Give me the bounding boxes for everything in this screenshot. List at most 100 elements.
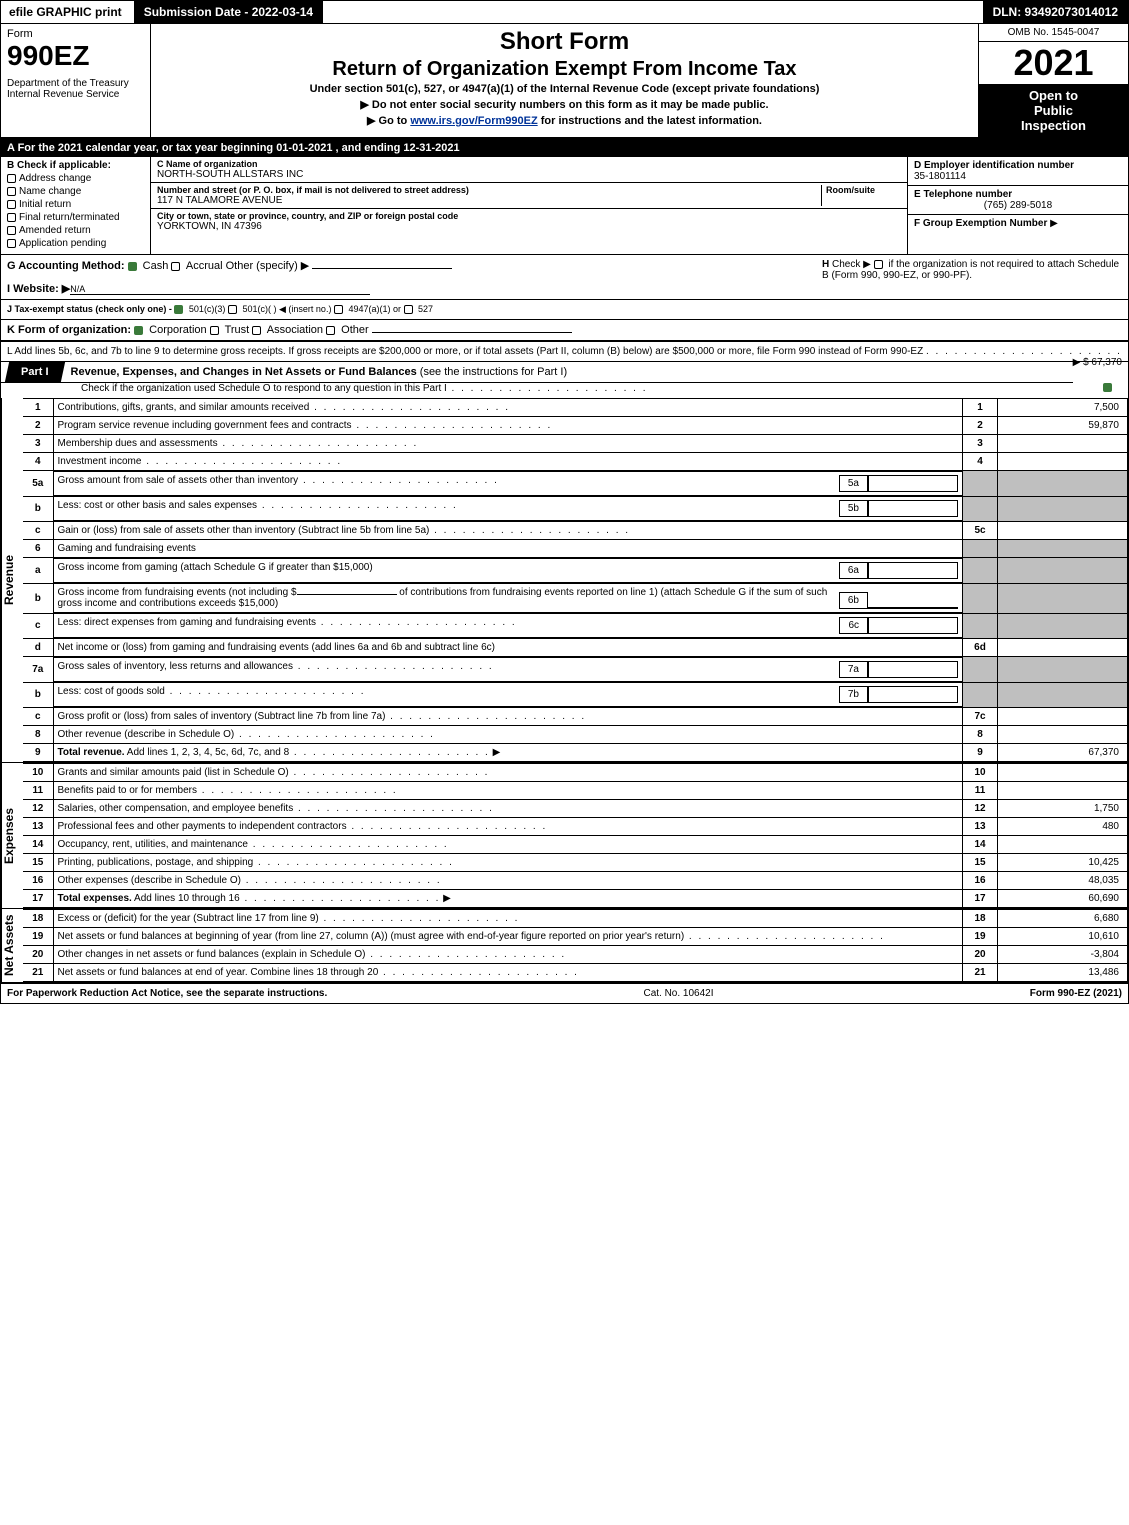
j-4947: 4947(a)(1) or: [348, 304, 401, 314]
chk-501c[interactable]: [228, 305, 237, 314]
e-phone: E Telephone number (765) 289-5018: [908, 186, 1128, 215]
l-text: L Add lines 5b, 6c, and 7b to line 9 to …: [7, 346, 923, 357]
chk-final-return[interactable]: Final return/terminated: [7, 212, 144, 223]
form-word: Form: [7, 28, 144, 40]
page-footer: For Paperwork Reduction Act Notice, see …: [1, 984, 1128, 1003]
efile-print-label[interactable]: efile GRAPHIC print: [1, 1, 130, 23]
expenses-section: Expenses 10Grants and similar amounts pa…: [1, 763, 1128, 909]
chk-initial-return[interactable]: Initial return: [7, 199, 144, 210]
j-c3: 501(c)(3): [189, 304, 226, 314]
section-b-c-d: B Check if applicable: Address change Na…: [1, 157, 1128, 255]
footer-right: Form 990-EZ (2021): [1030, 988, 1122, 999]
form-number: 990EZ: [7, 40, 144, 72]
city-val: YORKTOWN, IN 47396: [157, 221, 901, 232]
chk-4947[interactable]: [334, 305, 343, 314]
row-j: J Tax-exempt status (check only one) - 5…: [1, 300, 1128, 320]
row-2: 2Program service revenue including gover…: [23, 417, 1128, 435]
open-public-badge: Open to Public Inspection: [979, 84, 1128, 137]
j-c: 501(c)( ): [242, 304, 276, 314]
h-check-text: Check ▶: [832, 259, 871, 270]
row-5b: bLess: cost or other basis and sales exp…: [23, 496, 1128, 522]
chk-address-change[interactable]: Address change: [7, 173, 144, 184]
chk-assoc[interactable]: [252, 326, 261, 335]
chk-name-change[interactable]: Name change: [7, 186, 144, 197]
k-other-line[interactable]: [372, 332, 572, 333]
chk-501c3[interactable]: [174, 305, 183, 314]
row-19: 19Net assets or fund balances at beginni…: [23, 928, 1128, 946]
row-6a: aGross income from gaming (attach Schedu…: [23, 558, 1128, 584]
irs-link[interactable]: www.irs.gov/Form990EZ: [410, 115, 537, 127]
col-c: C Name of organization NORTH-SOUTH ALLST…: [151, 157, 908, 254]
row-9: 9Total revenue. Total revenue. Add lines…: [23, 744, 1128, 762]
col-def: D Employer identification number 35-1801…: [908, 157, 1128, 254]
return-title: Return of Organization Exempt From Incom…: [155, 58, 974, 81]
org-name-label: C Name of organization: [157, 159, 901, 169]
row-l: L Add lines 5b, 6c, and 7b to line 9 to …: [1, 342, 1128, 362]
row-6: 6Gaming and fundraising events: [23, 540, 1128, 558]
l-amount: ▶ $ 67,370: [1073, 357, 1122, 368]
chk-address-label: Address change: [19, 173, 91, 184]
row-4: 4Investment income4: [23, 453, 1128, 471]
row-3: 3Membership dues and assessments3: [23, 435, 1128, 453]
d-ein: D Employer identification number 35-1801…: [908, 157, 1128, 186]
chk-527[interactable]: [404, 305, 413, 314]
row-16: 16Other expenses (describe in Schedule O…: [23, 872, 1128, 890]
row-5c: cGain or (loss) from sale of assets othe…: [23, 522, 1128, 540]
g-other-line[interactable]: [312, 268, 452, 269]
g-accrual: Accrual: [186, 260, 223, 272]
form-header: Form 990EZ Department of the Treasury In…: [1, 24, 1128, 139]
org-name: NORTH-SOUTH ALLSTARS INC: [157, 169, 901, 180]
city-label: City or town, state or province, country…: [157, 211, 901, 221]
top-bar: efile GRAPHIC print Submission Date - 20…: [1, 1, 1128, 24]
chk-trust[interactable]: [210, 326, 219, 335]
chk-part-i-scho[interactable]: [1103, 383, 1112, 392]
room-label: Room/suite: [826, 185, 901, 195]
k-assoc: Association: [267, 324, 323, 336]
street-label: Number and street (or P. O. box, if mail…: [157, 185, 821, 195]
chk-amended-label: Amended return: [19, 225, 91, 236]
part-i-title: Revenue, Expenses, and Changes in Net As…: [63, 362, 576, 382]
submission-date-badge: Submission Date - 2022-03-14: [134, 1, 323, 23]
row-15: 15Printing, publications, postage, and s…: [23, 854, 1128, 872]
header-center: Short Form Return of Organization Exempt…: [151, 24, 978, 137]
city-row: City or town, state or province, country…: [151, 209, 907, 234]
chk-accrual[interactable]: [171, 262, 180, 271]
chk-pending-label: Application pending: [19, 238, 106, 249]
footer-catno: Cat. No. 10642I: [327, 988, 1029, 999]
chk-cash[interactable]: [128, 262, 137, 271]
row-6c: cLess: direct expenses from gaming and f…: [23, 613, 1128, 639]
k-trust: Trust: [225, 324, 250, 336]
row-11: 11Benefits paid to or for members11: [23, 782, 1128, 800]
row-13: 13Professional fees and other payments t…: [23, 818, 1128, 836]
tax-year: 2021: [979, 42, 1128, 84]
k-corp: Corporation: [149, 324, 206, 336]
line-a: A For the 2021 calendar year, or tax yea…: [1, 139, 1128, 157]
k-label: K Form of organization:: [7, 324, 131, 336]
e-label: E Telephone number: [914, 189, 1122, 200]
g-cash: Cash: [143, 260, 169, 272]
chk-app-pending[interactable]: Application pending: [7, 238, 144, 249]
f-arrow: ▶: [1050, 218, 1058, 229]
revenue-side-label: Revenue: [1, 398, 23, 762]
row-1: 1Contributions, gifts, grants, and simil…: [23, 399, 1128, 417]
j-527: 527: [418, 304, 433, 314]
f-label: F Group Exemption Number: [914, 218, 1047, 229]
chk-amended-return[interactable]: Amended return: [7, 225, 144, 236]
row-8: 8Other revenue (describe in Schedule O)8: [23, 726, 1128, 744]
open-line2: Public: [983, 103, 1124, 118]
row-12: 12Salaries, other compensation, and empl…: [23, 800, 1128, 818]
row-k: K Form of organization: Corporation Trus…: [1, 320, 1128, 342]
chk-corp[interactable]: [134, 326, 143, 335]
i-val: N/A: [70, 284, 370, 295]
g-other: Other (specify) ▶: [226, 260, 310, 272]
row-10: 10Grants and similar amounts paid (list …: [23, 764, 1128, 782]
chk-h[interactable]: [874, 260, 883, 269]
revenue-section: Revenue 1Contributions, gifts, grants, a…: [1, 398, 1128, 763]
chk-other[interactable]: [326, 326, 335, 335]
row-7c: cGross profit or (loss) from sales of in…: [23, 708, 1128, 726]
chk-initial-label: Initial return: [19, 199, 71, 210]
row-17: 17Total expenses. Add lines 10 through 1…: [23, 890, 1128, 908]
omb-number: OMB No. 1545-0047: [979, 24, 1128, 42]
row-6d: dNet income or (loss) from gaming and fu…: [23, 639, 1128, 657]
part-i-suffix: (see the instructions for Part I): [420, 366, 567, 378]
